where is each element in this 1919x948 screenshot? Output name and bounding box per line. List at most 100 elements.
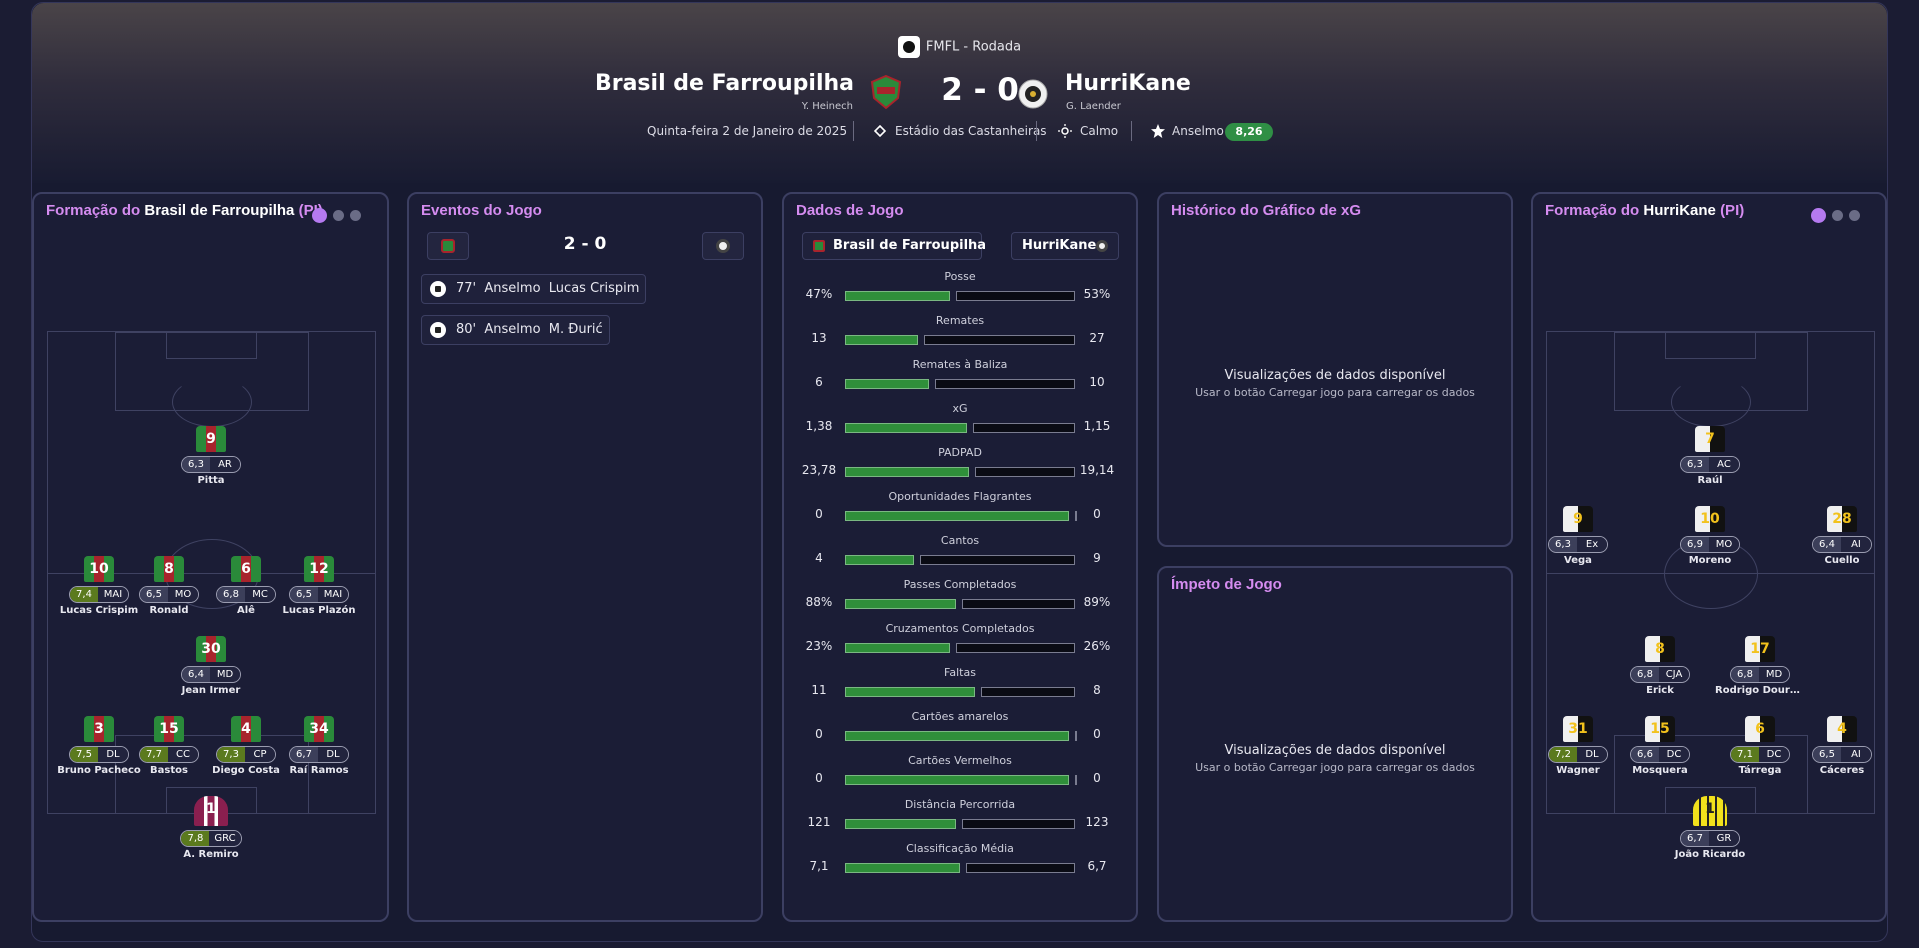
player-card[interactable]: 4 6,5 AI Cáceres	[1797, 716, 1887, 776]
away-crest-icon[interactable]	[1017, 76, 1049, 112]
stat-home-value: 121	[807, 815, 831, 829]
player-card[interactable]: 15 6,6 DC Mosquera	[1615, 716, 1705, 776]
away-manager: G. Laender	[1066, 101, 1121, 112]
view-dot-2[interactable]	[333, 210, 344, 221]
stat-home-bar	[845, 423, 967, 433]
home-formation-panel: Formação do Brasil de Farroupilha (PI) 9…	[32, 192, 389, 922]
view-dot-2[interactable]	[1832, 210, 1843, 221]
rating-badge: 6,8 MC	[216, 586, 276, 603]
rating-badge: 6,4 MD	[181, 666, 241, 683]
no-data-message: Visualizações de dados disponível Usar o…	[1195, 743, 1475, 774]
home-crest-tab[interactable]	[427, 232, 469, 260]
home-team-name[interactable]: Brasil de Farroupilha	[594, 71, 854, 96]
player-card[interactable]: 3 7,5 DL Bruno Pacheco	[54, 716, 144, 776]
away-team-name[interactable]: HurriKane	[1065, 71, 1191, 96]
stat-away-value: 9	[1093, 551, 1101, 565]
shirt-icon: 9	[196, 426, 226, 452]
stat-label: Passes Completados	[903, 578, 1017, 591]
away-crest-tab[interactable]	[702, 232, 744, 260]
player-card[interactable]: 10 7,4 MAI Lucas Crispim	[54, 556, 144, 616]
stat-away-value: 123	[1085, 815, 1109, 829]
player-card[interactable]: 8 6,8 CJA Erick	[1615, 636, 1705, 696]
player-card[interactable]: 31 7,2 DL Wagner	[1533, 716, 1623, 776]
stat-away-bar	[1075, 775, 1077, 785]
stat-label: xG	[952, 402, 968, 415]
stat-home-value: 47%	[805, 287, 833, 301]
stat-label: Cruzamentos Completados	[885, 622, 1035, 635]
shirt-icon: 4	[1827, 716, 1857, 742]
player-card[interactable]: 15 7,7 CC Bastos	[124, 716, 214, 776]
player-card[interactable]: 34 6,7 DL Raí Ramos	[274, 716, 364, 776]
player-name: Pitta	[197, 475, 225, 486]
player-card[interactable]: 1 7,8 GRC Á. Remiro	[166, 796, 256, 860]
player-card[interactable]: 1 6,7 GR João Ricardo	[1665, 796, 1755, 860]
stadium-name[interactable]: Estádio das Castanheiras	[895, 124, 1047, 138]
rating-badge: 6,8 CJA	[1630, 666, 1690, 683]
panel-title: Formação do HurriKane (PI)	[1545, 202, 1745, 219]
player-name: Á. Remiro	[183, 849, 239, 860]
rating-badge: 6,3 AR	[181, 456, 241, 473]
shirt-icon: 34	[304, 716, 334, 742]
shirt-icon: 6	[1745, 716, 1775, 742]
player-card[interactable]: 10 6,9 MO Moreno	[1665, 506, 1755, 566]
stat-label: Cartões Vermelhos	[908, 754, 1012, 767]
stat-label: Posse	[944, 270, 976, 283]
stat-away-bar	[962, 819, 1075, 829]
player-name: Rodrigo Dourado	[1715, 685, 1805, 696]
competition[interactable]: FMFL - Rodada	[0, 36, 1919, 58]
stat-away-value: 8	[1093, 683, 1101, 697]
home-crest-icon[interactable]	[870, 74, 902, 110]
rating-badge: 7,3 CP	[216, 746, 276, 763]
player-card[interactable]: 12 6,5 MAI Lucas Plazón	[274, 556, 364, 616]
view-dot-3[interactable]	[1849, 210, 1860, 221]
shirt-icon: 1	[194, 796, 228, 826]
stat-label: PADPAD	[938, 446, 982, 459]
player-card[interactable]: 6 7,1 DC Tárrega	[1715, 716, 1805, 776]
player-card[interactable]: 17 6,8 MD Rodrigo Dourado	[1715, 636, 1805, 696]
stat-label: Faltas	[944, 666, 976, 679]
home-team-tab[interactable]: Brasil de Farroupilha	[802, 232, 986, 260]
player-card[interactable]: 9 6,3 Ex Vega	[1533, 506, 1623, 566]
player-card[interactable]: 28 6,4 AI Cuello	[1797, 506, 1887, 566]
stat-away-bar	[935, 379, 1075, 389]
goal-ball-icon	[430, 322, 446, 338]
shirt-icon: 10	[1695, 506, 1725, 532]
shirt-icon: 31	[1563, 716, 1593, 742]
stat-home-value: 11	[811, 683, 827, 697]
player-card[interactable]: 7 6,3 AC Raúl	[1665, 426, 1755, 486]
match-header	[32, 3, 1887, 183]
view-dot-1[interactable]	[312, 208, 327, 223]
shirt-icon: 28	[1827, 506, 1857, 532]
stat-home-value: 88%	[805, 595, 833, 609]
panel-title: Dados de Jogo	[796, 202, 904, 219]
potm-rating-badge: 8,26	[1225, 123, 1273, 141]
panel-title: Ímpeto de Jogo	[1171, 576, 1282, 593]
player-card[interactable]: 4 7,3 CP Diego Costa	[201, 716, 291, 776]
potm-name[interactable]: Anselmo	[1172, 124, 1224, 138]
event-goal[interactable]: 77' Anselmo Lucas Crispim	[421, 274, 647, 304]
rating-badge: 7,4 MAI	[69, 586, 129, 603]
view-dot-1[interactable]	[1811, 208, 1826, 223]
rating-badge: 6,3 AC	[1680, 456, 1740, 473]
stat-home-bar	[845, 599, 956, 609]
competition-name: FMFL - Rodada	[925, 39, 1022, 55]
stat-away-bar	[973, 423, 1075, 433]
player-card[interactable]: 9 6,3 AR Pitta	[166, 426, 256, 486]
rating-badge: 7,1 DC	[1730, 746, 1790, 763]
view-dot-3[interactable]	[350, 210, 361, 221]
away-crest-icon	[1096, 240, 1108, 252]
stats-panel: Dados de Jogo Brasil de Farroupilha Hurr…	[782, 192, 1138, 922]
event-goal[interactable]: 80' Anselmo M. Đurić	[421, 315, 610, 345]
stat-home-value: 6	[815, 375, 823, 389]
xg-history-panel: Histórico do Gráfico de xG Visualizações…	[1157, 192, 1513, 547]
rating-badge: 6,5 AI	[1812, 746, 1872, 763]
player-card[interactable]: 6 6,8 MC Alê	[201, 556, 291, 616]
panel-title: Eventos do Jogo	[421, 202, 542, 219]
shirt-icon: 7	[1695, 426, 1725, 452]
player-name: Tárrega	[1738, 765, 1782, 776]
player-card[interactable]: 8 6,5 MO Ronald	[124, 556, 214, 616]
shirt-icon: 6	[231, 556, 261, 582]
away-team-tab[interactable]: HurriKane	[1011, 232, 1119, 260]
player-card[interactable]: 30 6,4 MD Jean Irmer	[166, 636, 256, 696]
stat-home-bar	[845, 863, 960, 873]
